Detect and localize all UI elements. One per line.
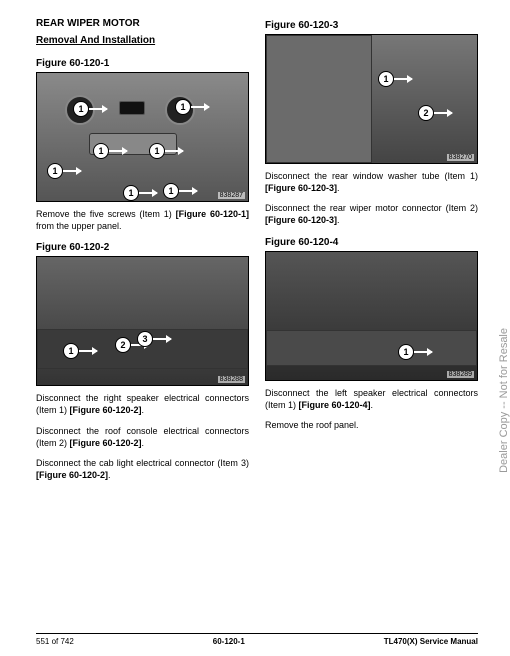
callout-arrow [139,192,157,194]
callout-arrow [79,350,97,352]
text: . [371,400,374,410]
figure-60-120-2: 838288 123 [36,256,249,386]
callout-arrow [434,112,452,114]
callout-marker: 1 [175,99,191,115]
callout-marker: 1 [93,143,109,159]
figure-label: Figure 60-120-3 [265,20,478,31]
section-title: REAR WIPER MOTOR [36,18,249,29]
figure-60-120-1: 838287 1 1 1 1 1 1 1 [36,72,249,202]
text: from the upper panel. [36,221,122,231]
figure-ref: [Figure 60-120-3] [265,183,337,193]
figure-ref: [Figure 60-120-1] [176,209,249,219]
callout-marker: 1 [398,344,414,360]
callout-arrow [394,78,412,80]
callout-marker: 1 [378,71,394,87]
figure-60-120-3: 838270 1 2 [265,34,478,164]
paragraph: Disconnect the roof console electrical c… [36,425,249,449]
text: . [108,470,111,480]
callout-marker: 1 [47,163,63,179]
callout-marker: 1 [73,101,89,117]
callout-marker: 1 [123,185,139,201]
paragraph: Remove the five screws (Item 1) [Figure … [36,208,249,232]
text: . [142,405,145,415]
callout-arrow [165,150,183,152]
figure-label: Figure 60-120-4 [265,237,478,248]
callout-arrow [63,170,81,172]
paragraph: Disconnect the right speaker electrical … [36,392,249,416]
callout-arrow [89,108,107,110]
paragraph: Disconnect the cab light electrical conn… [36,457,249,481]
section-subtitle: Removal And Installation [36,35,249,46]
figure-label: Figure 60-120-2 [36,242,249,253]
callout-marker: 1 [163,183,179,199]
text: . [142,438,145,448]
image-id: 838288 [218,376,245,383]
callout-arrow [109,150,127,152]
figure-ref: [Figure 60-120-2] [70,405,142,415]
watermark: Dealer Copy -- Not for Resale [498,328,510,473]
text: Disconnect the rear window washer tube (… [265,171,478,181]
text: . [337,215,340,225]
callout-marker: 2 [418,105,434,121]
callout-arrow [179,190,197,192]
paragraph: Disconnect the rear window washer tube (… [265,170,478,194]
image-id: 838287 [218,192,245,199]
footer-left: 551 of 742 [36,637,74,646]
page: REAR WIPER MOTOR Removal And Installatio… [0,0,510,656]
figure-60-120-4: 838289 1 [265,251,478,381]
figure-ref: [Figure 60-120-2] [36,470,108,480]
text: Remove the five screws (Item 1) [36,209,176,219]
columns: REAR WIPER MOTOR Removal And Installatio… [36,18,478,489]
text: Disconnect the rear wiper motor connecto… [265,203,478,213]
paragraph: Disconnect the rear wiper motor connecto… [265,202,478,226]
figure-ref: [Figure 60-120-2] [70,438,142,448]
callout-arrow [191,106,209,108]
footer: 551 of 742 60-120-1 TL470(X) Service Man… [36,633,478,646]
paragraph: Remove the roof panel. [265,419,478,431]
figure-ref: [Figure 60-120-3] [265,215,337,225]
figure-label: Figure 60-120-1 [36,58,249,69]
image-id: 838289 [447,371,474,378]
callout-arrow [153,338,171,340]
text: Disconnect the cab light electrical conn… [36,458,249,468]
paragraph: Disconnect the left speaker electrical c… [265,387,478,411]
right-column: Figure 60-120-3 838270 1 2 Disconnect the… [265,18,478,489]
callout-arrow [414,351,432,353]
callout-marker: 1 [149,143,165,159]
footer-center: 60-120-1 [213,637,245,646]
left-column: REAR WIPER MOTOR Removal And Installatio… [36,18,249,489]
text: . [337,183,340,193]
image-id: 838270 [447,154,474,161]
footer-right: TL470(X) Service Manual [384,637,478,646]
figure-ref: [Figure 60-120-4] [299,400,371,410]
